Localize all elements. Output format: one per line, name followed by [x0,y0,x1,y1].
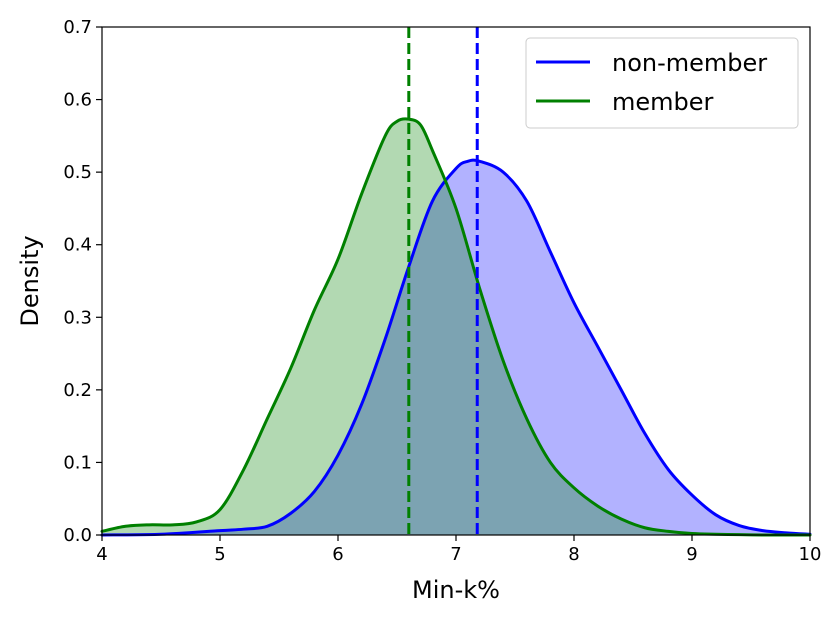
y-tick-label: 0.1 [63,452,92,473]
mean-lines [407,27,479,535]
x-tick-label: 5 [214,544,225,565]
x-tick-label: 4 [96,544,107,565]
legend-entry-non-member: non-member [612,49,767,77]
y-tick-label: 0.2 [63,380,92,401]
density-fill-non-member [102,160,810,535]
y-axis-label: Density [16,235,44,326]
x-tick-label: 9 [686,544,697,565]
x-tick-label: 10 [799,544,822,565]
density-fills [102,118,810,536]
legend-entry-member: member [612,88,714,116]
y-tick-label: 0.5 [63,162,92,183]
legend-box [525,37,799,129]
y-tick-label: 0.6 [63,90,92,111]
density-line-member [100,117,812,537]
density-fill-member [102,118,810,536]
x-tick-label: 6 [332,544,343,565]
y-axis-ticks: 0.0 0.1 0.2 0.3 0.4 0.5 0.6 0.7 [63,17,102,546]
x-tick-label: 7 [450,544,461,565]
x-axis-ticks: 4 5 6 7 8 9 10 [96,535,821,565]
y-tick-label: 0.3 [63,307,92,328]
legend: non-member member [525,37,799,129]
y-tick-label: 0.4 [63,235,92,256]
x-tick-label: 8 [568,544,579,565]
x-axis-label: Min-k% [412,576,500,604]
y-tick-label: 0.0 [63,525,92,546]
y-tick-label: 0.7 [63,17,92,38]
